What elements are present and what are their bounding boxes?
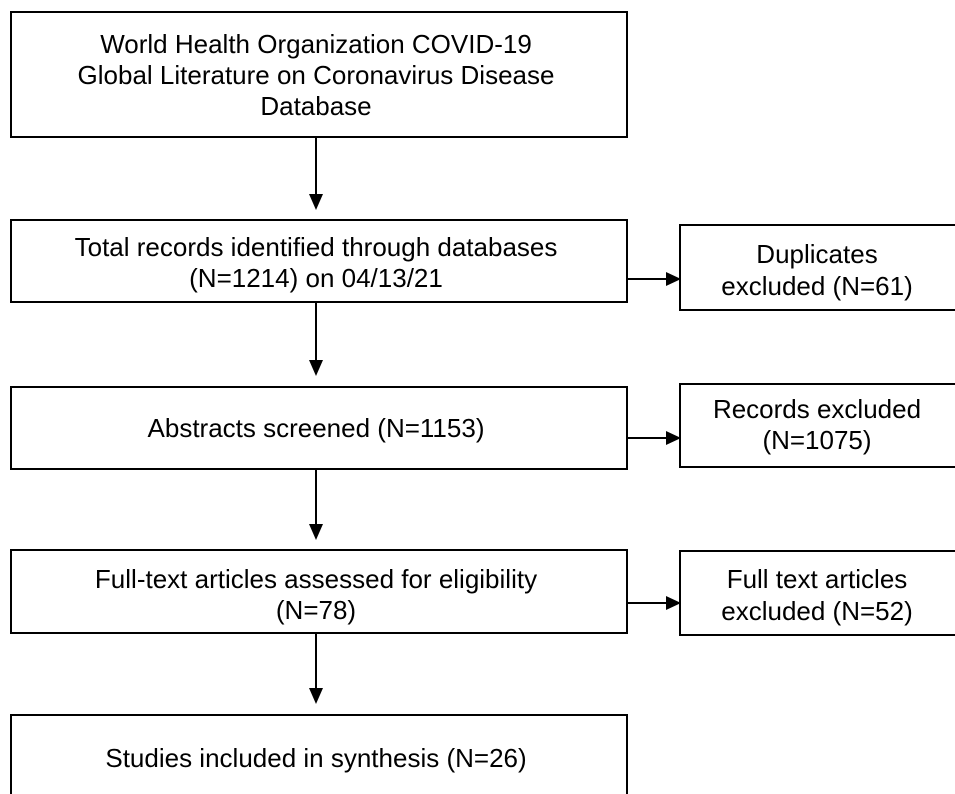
- node-text: (N=78): [276, 595, 356, 625]
- side-box: [679, 550, 955, 636]
- exclusion-text: Duplicates: [756, 239, 877, 269]
- side-box: [679, 224, 955, 311]
- arrow: [627, 596, 681, 610]
- node-text: Global Literature on Coronavirus Disease: [78, 60, 555, 90]
- box: [10, 11, 628, 138]
- arrow: [309, 137, 323, 210]
- arrow: [627, 272, 681, 286]
- box: [10, 219, 628, 303]
- node-text: (N=1214) on 04/13/21: [189, 263, 443, 293]
- arrow: [309, 469, 323, 540]
- node-text: World Health Organization COVID-19: [100, 29, 532, 59]
- box: [10, 714, 628, 794]
- exclusion-text: Full text articles: [727, 564, 908, 594]
- node-text: Total records identified through databas…: [75, 232, 558, 262]
- box: [10, 549, 628, 634]
- node-text: Database: [260, 91, 371, 121]
- node-text: Studies included in synthesis (N=26): [105, 743, 526, 773]
- arrow: [309, 633, 323, 704]
- arrow: [309, 302, 323, 376]
- arrow: [627, 431, 681, 445]
- box: [10, 386, 628, 470]
- exclusion-text: (N=1075): [762, 425, 871, 455]
- exclusion-text: Records excluded: [713, 394, 921, 424]
- exclusion-text: excluded (N=61): [721, 271, 913, 301]
- side-box: [679, 383, 955, 468]
- node-text: Abstracts screened (N=1153): [148, 413, 485, 443]
- exclusion-text: excluded (N=52): [721, 596, 913, 626]
- node-text: Full-text articles assessed for eligibil…: [95, 564, 537, 594]
